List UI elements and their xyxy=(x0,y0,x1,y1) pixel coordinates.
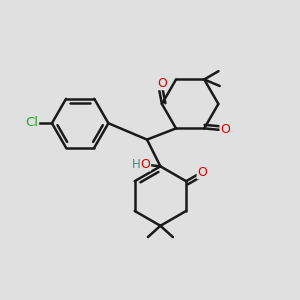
Text: O: O xyxy=(141,158,151,171)
Text: Cl: Cl xyxy=(26,116,38,129)
Text: H: H xyxy=(132,158,141,171)
Text: O: O xyxy=(157,76,167,90)
Text: O: O xyxy=(197,166,207,178)
Text: O: O xyxy=(220,123,230,136)
